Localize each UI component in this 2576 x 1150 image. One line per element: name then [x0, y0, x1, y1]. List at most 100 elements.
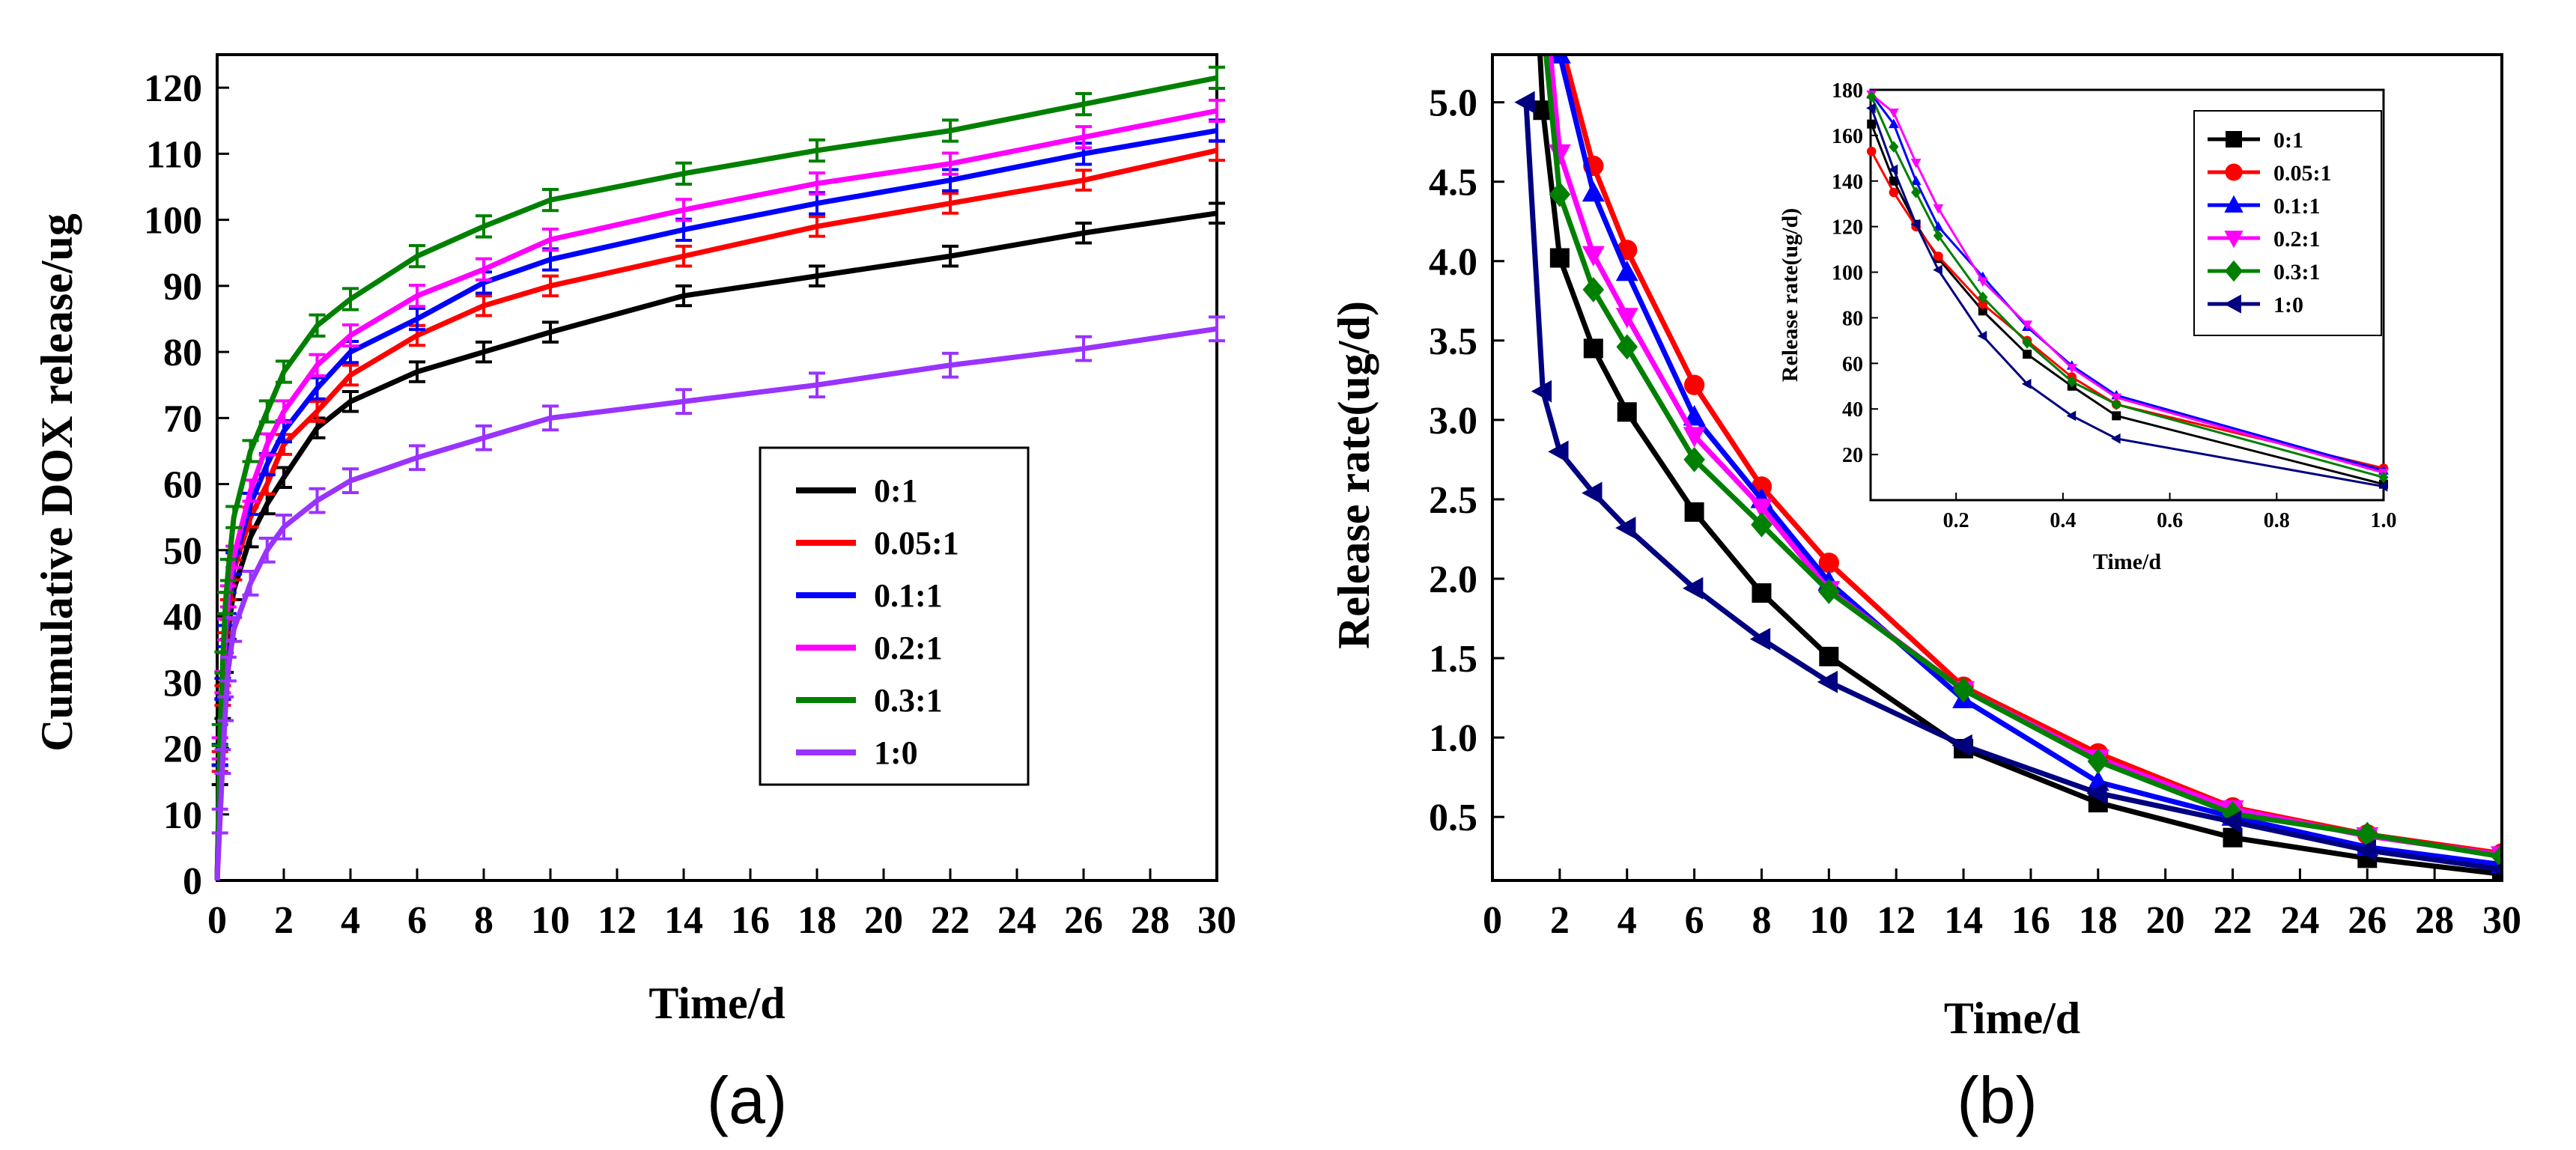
inset-ytick-label: 100 — [1832, 262, 1863, 285]
chart-a-series-0.3:1 — [211, 65, 1225, 881]
chart-b-point — [1532, 10, 1554, 36]
chart-a-ytick-label: 110 — [146, 133, 202, 176]
chart-a-line — [214, 326, 1218, 881]
inset-xtick-label: 0.6 — [2157, 509, 2183, 532]
chart-b-ytick-label: 3.0 — [1429, 400, 1477, 442]
inset-ytick-label: 40 — [1842, 398, 1863, 422]
inset-series-0.2:1 — [1866, 90, 2389, 478]
chart-b-xtick-label: 6 — [1685, 899, 1704, 942]
chart-b-legend-marker — [2224, 195, 2244, 213]
chart-b-point — [2356, 821, 2378, 848]
chart-b-ytick-label: 0.5 — [1429, 797, 1477, 839]
inset-point — [1978, 291, 1988, 303]
chart-a-series-0:1 — [211, 201, 1225, 881]
chart-a-ytick-label: 0 — [183, 860, 202, 903]
chart-a-xtick-label: 6 — [407, 899, 427, 942]
inset-point — [1933, 204, 1944, 214]
chart-a-ytick-label: 60 — [163, 464, 202, 507]
chart-b-point — [2222, 801, 2244, 827]
chart-a-ytick-label: 120 — [144, 67, 202, 110]
chart-b-legend-marker — [2224, 231, 2244, 249]
chart-b-xtick-label: 22 — [2214, 899, 2253, 942]
chart-a-xtick-label: 22 — [931, 899, 970, 942]
chart-a-legend: 0:1 0.05:1 0.1:1 0.2:1 0.3:1 1:0 — [759, 446, 1030, 786]
chart-b-xtick-label: 14 — [1944, 899, 1983, 942]
chart-b-point — [1582, 246, 1605, 267]
inset-xtick-label: 1.0 — [2371, 509, 2397, 532]
inset-point — [1910, 175, 1922, 186]
inset-xlabel: Time/d — [2093, 550, 2161, 574]
chart-a-xtick-label: 12 — [598, 899, 637, 942]
chart-a-xtick-label: 8 — [474, 899, 493, 942]
chart-b-xtick-label: 26 — [2348, 899, 2387, 942]
chart-b-xtick-label: 8 — [1752, 899, 1771, 942]
chart-b-xtick-label: 30 — [2482, 899, 2521, 942]
chart-a-line — [214, 108, 1218, 881]
inset-point — [1889, 176, 1898, 186]
chart-a-legend-label: 0.3:1 — [874, 682, 943, 719]
chart-a-xtick-label: 26 — [1064, 899, 1103, 942]
chart-b-point — [1514, 91, 1535, 114]
chart-b-ytick-label: 5.0 — [1429, 82, 1477, 125]
chart-b-point — [1752, 583, 1772, 603]
chart-b-xtick-label: 10 — [1809, 899, 1848, 942]
chart-a-ytick-label: 80 — [163, 332, 202, 374]
chart-a-xtick-label: 30 — [1197, 899, 1236, 942]
chart-b-ytick-label: 2.0 — [1429, 559, 1477, 601]
inset-ytick-label: 60 — [1842, 353, 1863, 376]
chart-a: 0 2 4 6 8 10 12 14 16 18 20 22 24 26 28 300102030405060… — [32, 53, 1236, 1137]
chart-b-point — [1531, 380, 1552, 403]
chart-b-point — [1818, 579, 1840, 604]
chart-b: 0 2 4 6 8 10 12 14 16 18 20 22 24 26 28 300.51.01.52.02… — [1329, 10, 2521, 1137]
chart-a-line — [214, 75, 1218, 881]
chart-b-legend-marker — [2226, 131, 2242, 147]
chart-a-frame — [216, 53, 1218, 882]
inset-ytick-label: 80 — [1842, 307, 1863, 330]
chart-b-xtick-label: 18 — [2079, 899, 2118, 942]
inset-ytick-label: 180 — [1832, 79, 1863, 103]
chart-a-legend-label: 0.2:1 — [874, 630, 943, 666]
chart-b-point — [1750, 498, 1773, 520]
chart-b-inset: 0.2 0.4 0.6 0.8 1.0 20 40 60 80 100 120 140 160 180 Ti… — [1778, 79, 2397, 574]
chart-a-ytick-label: 100 — [144, 200, 202, 243]
chart-b-series-0.3:1 — [1532, 10, 2502, 870]
chart-b-ytick-label: 4.5 — [1429, 162, 1477, 204]
chart-b-series-1:0 — [1514, 91, 2502, 876]
inset-point — [1888, 109, 1899, 118]
chart-b-ylabel: Release rate(ug/d) — [1329, 301, 1379, 649]
chart-b-legend-label: 0.05:1 — [2273, 161, 2332, 186]
chart-b-xtick-label: 12 — [1877, 899, 1916, 942]
inset-point — [2112, 411, 2121, 421]
chart-b-point — [1549, 248, 1570, 268]
inset-point — [1888, 118, 1899, 129]
chart-b-xtick-label: 24 — [2280, 899, 2319, 942]
inset-point — [2023, 350, 2032, 359]
chart-b-point — [1616, 334, 1638, 360]
chart-a-xtick-label: 0 — [207, 899, 227, 942]
panel-label-a: (a) — [707, 1063, 788, 1137]
inset-point — [1978, 299, 1988, 309]
chart-b-point — [2491, 844, 2502, 870]
chart-b-ytick-label: 1.0 — [1429, 717, 1477, 760]
chart-b-point — [1751, 511, 1772, 538]
inset-ytick-label: 160 — [1832, 125, 1863, 148]
chart-b-point — [1952, 677, 1975, 703]
chart-b-ytick-label: 1.5 — [1429, 638, 1477, 681]
inset-point — [1867, 119, 1877, 129]
inset-point — [1888, 164, 1898, 175]
inset-point — [1911, 186, 1922, 198]
chart-a-ytick-label: 20 — [163, 728, 202, 771]
inset-point — [1977, 277, 1988, 287]
chart-b-point — [1583, 338, 1603, 359]
chart-b-legend-label: 1:0 — [2273, 293, 2303, 317]
chart-b-point — [2086, 782, 2107, 805]
chart-a-xtick-label: 10 — [531, 899, 570, 942]
chart-a-xtick-label: 2 — [274, 899, 294, 942]
inset-point — [1933, 251, 1943, 261]
chart-b-ytick-label: 4.0 — [1429, 241, 1477, 284]
chart-a-legend-box — [759, 446, 1030, 786]
chart-a-line — [214, 128, 1218, 881]
inset-point — [2378, 481, 2388, 492]
chart-b-legend-box — [2193, 110, 2382, 336]
